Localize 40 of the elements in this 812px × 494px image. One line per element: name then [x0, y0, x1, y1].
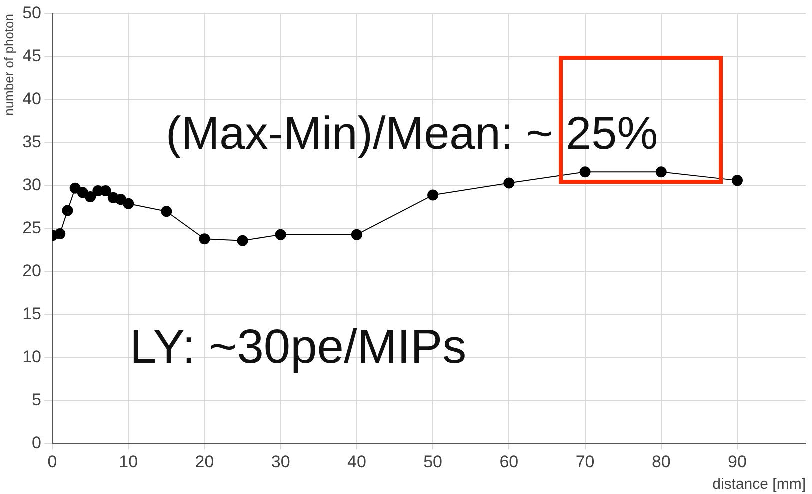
y-tick-label: 15	[22, 304, 42, 324]
y-tick-label: 40	[22, 90, 42, 109]
point	[199, 234, 210, 245]
y-tick-label: 35	[22, 132, 42, 152]
point	[351, 229, 362, 240]
point	[85, 192, 96, 203]
x-tick-label: 90	[728, 452, 747, 472]
y-tick-label: 5	[32, 390, 42, 410]
annotation: LY: ~30pe/MIPs	[130, 320, 467, 375]
point	[116, 194, 127, 206]
point	[54, 228, 66, 240]
x-tick-label: 50	[424, 452, 443, 472]
x-tick-label: 80	[652, 452, 671, 472]
point	[580, 166, 591, 178]
x-tick-label: 70	[576, 452, 595, 472]
point	[237, 235, 248, 246]
x-tick-label: 60	[500, 452, 519, 472]
point	[504, 178, 515, 189]
y-tick-label: 30	[22, 176, 42, 195]
x-tick-label: 20	[195, 452, 214, 472]
y-tick-label: 0	[32, 433, 42, 452]
y-axis-title: number of photon	[1, 14, 16, 116]
annotation: (Max-Min)/Mean: ~ 25%	[166, 106, 658, 160]
point	[123, 198, 134, 210]
x-tick-label: 30	[271, 452, 290, 472]
x-tick-label: 40	[347, 452, 366, 472]
x-tick-label: 0	[48, 452, 58, 472]
point	[428, 190, 439, 201]
x-axis-title: distance [mm]	[712, 476, 806, 494]
point	[161, 206, 172, 218]
x-tick-label: 10	[119, 452, 138, 472]
point	[732, 175, 743, 186]
point	[275, 229, 286, 240]
point	[656, 166, 667, 178]
y-tick-label: 45	[22, 46, 42, 66]
y-tick-label: 10	[22, 347, 42, 366]
point	[62, 205, 74, 216]
y-tick-label: 20	[22, 261, 42, 280]
y-tick-label: 25	[22, 218, 42, 238]
y-tick-label: 50	[22, 4, 42, 23]
